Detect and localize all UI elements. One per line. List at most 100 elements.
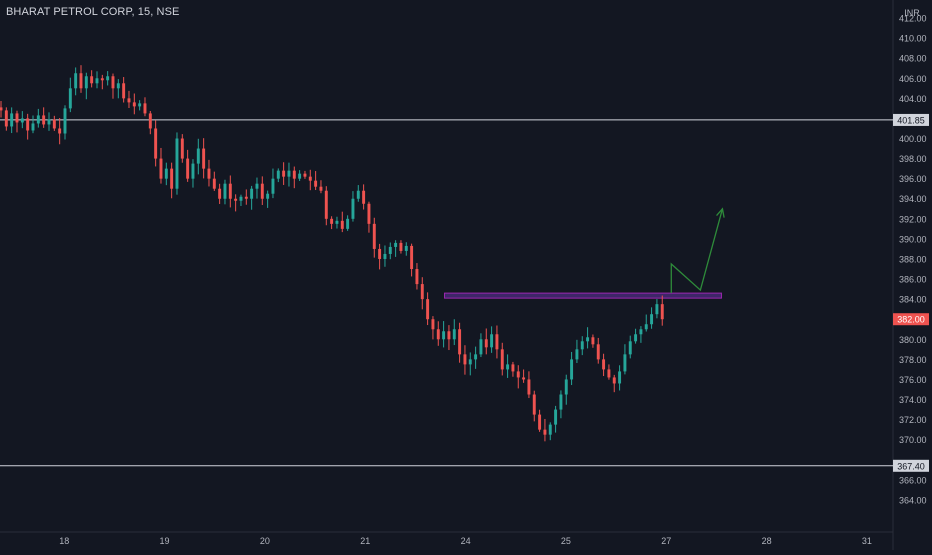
candle-body — [362, 190, 366, 204]
candle-body — [527, 379, 531, 395]
candle-body — [276, 170, 280, 179]
candle-body — [495, 334, 499, 350]
projection-arrow-head — [716, 207, 725, 218]
candle-body — [212, 178, 216, 189]
candle-body — [239, 196, 243, 201]
candle-body — [426, 299, 430, 320]
candle-body — [100, 78, 104, 81]
candle-body — [111, 76, 115, 89]
candle-body — [95, 78, 99, 84]
candle-body — [180, 138, 184, 159]
time-tick-label: 25 — [561, 536, 571, 546]
price-tick-label: 408.00 — [899, 54, 927, 64]
price-tick-label: 412.00 — [899, 14, 927, 24]
price-tick-label: 388.00 — [899, 254, 927, 264]
candle-body — [596, 344, 600, 360]
price-tick-label: 406.00 — [899, 74, 927, 84]
price-tick-label: 366.00 — [899, 475, 927, 485]
candle-body — [554, 409, 558, 425]
candle-body — [602, 359, 606, 370]
candle-body — [207, 168, 211, 179]
candle-body — [175, 138, 179, 189]
candle-body — [90, 76, 94, 84]
candle-body — [580, 341, 584, 350]
candle-body — [639, 329, 643, 335]
price-tick-label: 404.00 — [899, 94, 927, 104]
candle-body — [655, 304, 659, 315]
price-tick-label: 390.00 — [899, 234, 927, 244]
candle-body — [127, 98, 131, 103]
current-price-label: 382.00 — [897, 315, 925, 325]
candle-body — [271, 178, 275, 194]
candle-body — [388, 246, 392, 254]
candle-body — [260, 183, 264, 199]
candle-body — [538, 414, 542, 430]
candle-body — [458, 329, 462, 355]
time-tick-label: 27 — [661, 536, 671, 546]
candle-body — [650, 314, 654, 325]
candle-body — [468, 359, 472, 365]
time-tick-label: 28 — [762, 536, 772, 546]
candle-body — [607, 369, 611, 378]
candle-body — [660, 304, 664, 320]
candle-body — [431, 319, 435, 330]
candle-body — [154, 128, 158, 159]
candle-body — [292, 170, 296, 179]
price-tick-label: 392.00 — [899, 214, 927, 224]
candle-body — [591, 337, 595, 345]
time-tick-label: 18 — [59, 536, 69, 546]
candle-body — [548, 424, 552, 435]
candle-body — [287, 170, 291, 177]
candle-body — [490, 334, 494, 348]
candle-body — [410, 245, 414, 270]
candle-body — [74, 73, 78, 89]
candle-body — [47, 119, 51, 125]
time-tick-label: 24 — [461, 536, 471, 546]
candle-body — [532, 394, 536, 415]
candle-body — [634, 334, 638, 342]
candle-body — [196, 148, 200, 164]
price-tick-label: 410.00 — [899, 34, 927, 44]
candle-body — [170, 168, 174, 189]
candle-body — [623, 354, 627, 372]
price-tick-label: 378.00 — [899, 355, 927, 365]
candle-body — [31, 123, 35, 131]
candle-body — [586, 337, 590, 342]
price-tick-label: 372.00 — [899, 415, 927, 425]
candle-body — [564, 379, 568, 395]
time-tick-label: 20 — [260, 536, 270, 546]
candle-body — [255, 183, 259, 189]
candle-body — [52, 119, 56, 129]
candle-body — [303, 173, 307, 177]
time-tick-label: 31 — [862, 536, 872, 546]
price-tick-label: 364.00 — [899, 495, 927, 505]
level-price-label: 401.85 — [897, 115, 925, 125]
candle-body — [570, 359, 574, 380]
candle-body — [463, 354, 467, 365]
candle-body — [378, 248, 382, 259]
symbol-title: BHARAT PETROL CORP, 15, NSE — [6, 6, 180, 18]
price-tick-label: 400.00 — [899, 134, 927, 144]
candle-body — [442, 331, 446, 340]
candle-body — [367, 203, 371, 224]
candle-body — [234, 198, 238, 201]
currency-label: INR — [904, 8, 920, 18]
candle-body — [58, 128, 62, 134]
candle-body — [228, 183, 232, 199]
candle-body — [415, 269, 419, 285]
level-price-badge — [893, 113, 929, 126]
candle-body — [148, 113, 152, 129]
candle-body — [404, 245, 408, 251]
candle-body — [372, 223, 376, 249]
level-price-badge — [893, 459, 929, 472]
candle-body — [244, 196, 248, 199]
candle-body — [250, 188, 254, 199]
candle-body — [10, 113, 14, 127]
projection-arrow-line — [670, 208, 724, 294]
candle-body — [282, 170, 286, 177]
candle-body — [644, 324, 648, 330]
candle-body — [484, 339, 488, 348]
candle-body — [106, 76, 110, 81]
